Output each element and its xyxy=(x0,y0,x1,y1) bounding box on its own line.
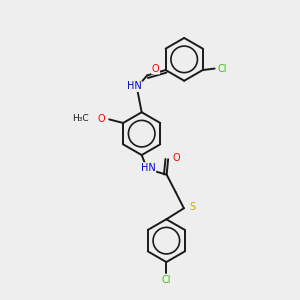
Text: Cl: Cl xyxy=(162,275,171,285)
Text: Cl: Cl xyxy=(217,64,227,74)
Text: HN: HN xyxy=(141,163,156,173)
Text: O: O xyxy=(172,153,180,163)
Text: O: O xyxy=(152,64,159,74)
Text: HN: HN xyxy=(127,81,142,92)
Text: S: S xyxy=(189,202,195,212)
Text: O: O xyxy=(97,114,105,124)
Text: H₃C: H₃C xyxy=(72,114,88,123)
